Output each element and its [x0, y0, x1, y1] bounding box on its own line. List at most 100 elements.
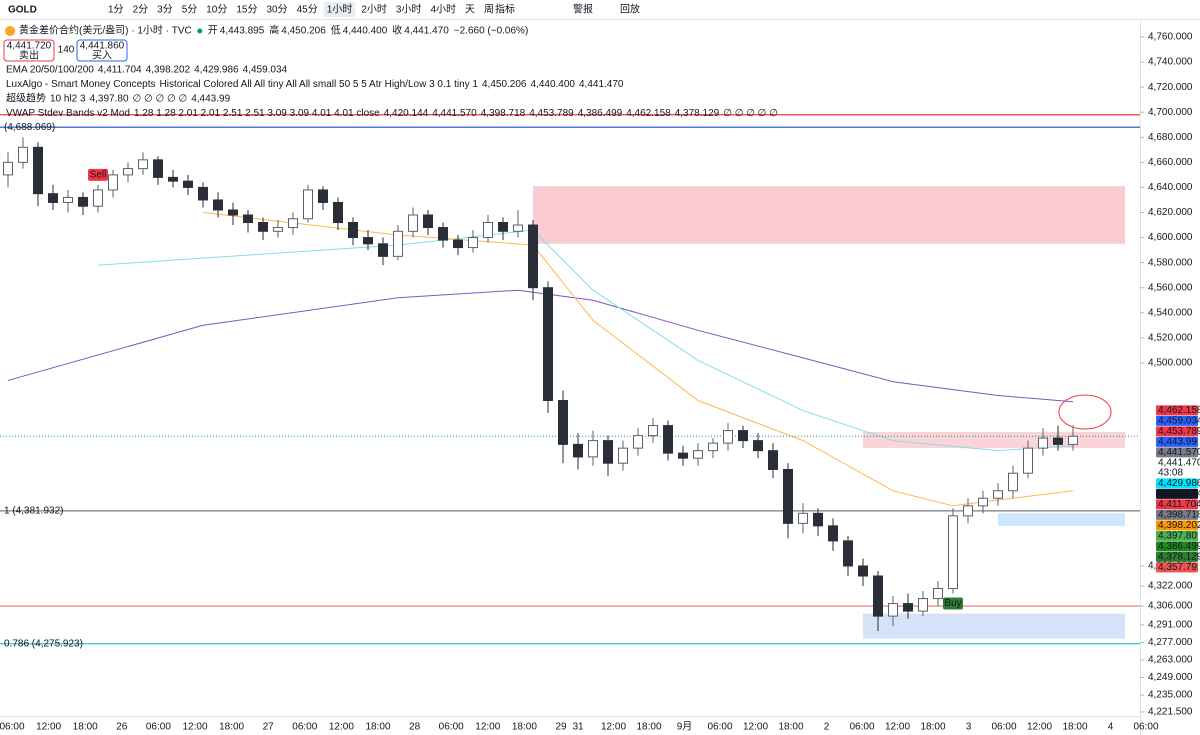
candle-body — [18, 146, 28, 163]
price-label: 4,398.202 — [1158, 520, 1200, 531]
interval-button[interactable]: 3小时 — [396, 4, 422, 16]
indicator-value: ∅ ∅ ∅ ∅ ∅ — [133, 94, 188, 105]
candle-body — [993, 490, 1003, 499]
y-tick-label: 4,640.000 — [1148, 182, 1193, 193]
candle-body — [738, 430, 748, 442]
candle-body — [633, 435, 643, 449]
y-tick-label: 4,620.000 — [1148, 207, 1193, 218]
interval-button[interactable]: 5分 — [182, 4, 198, 16]
x-tick-label: 12:00 — [743, 722, 768, 733]
toolbar-button[interactable]: 警报 — [573, 3, 593, 16]
y-tick-label: 4,235.000 — [1148, 690, 1193, 701]
price-label-bg — [1156, 541, 1198, 552]
candle-body — [513, 224, 523, 232]
candle-body — [498, 222, 508, 232]
interval-button[interactable]: 2分 — [133, 4, 149, 16]
price-label-bg — [1156, 488, 1198, 499]
symbol[interactable]: GOLD — [8, 5, 37, 16]
candle-body — [333, 201, 343, 224]
ohlc-value: 4,450.206 — [281, 26, 326, 37]
interval-button[interactable]: 30分 — [267, 4, 288, 16]
y-tick-label: 4,720.000 — [1148, 82, 1193, 93]
interval-button[interactable]: 周 — [484, 4, 494, 16]
interval-button[interactable]: 1分 — [108, 4, 124, 16]
candle-body — [1053, 437, 1063, 445]
candle-body — [918, 598, 928, 612]
candle-body — [198, 186, 208, 201]
y-tick-label: 4,700.000 — [1148, 107, 1193, 118]
sell-label: 卖出 — [19, 49, 39, 62]
candle-body — [303, 189, 313, 220]
interval-button[interactable]: 45分 — [297, 4, 318, 16]
interval-button[interactable]: 1小时 — [327, 4, 353, 16]
y-tick-label: 4,500.000 — [1148, 358, 1193, 369]
candle-body — [228, 209, 238, 216]
indicator-name: LuxAlgo - Smart Money Concepts — [6, 79, 156, 90]
interval-button[interactable]: 10分 — [206, 4, 227, 16]
indicator-name: EMA 20/50/100/200 — [6, 65, 94, 76]
x-tick-label: 06:00 — [0, 722, 25, 733]
ohlc-value: 4,440.400 — [343, 26, 388, 37]
y-tick-label: 4,600.000 — [1148, 232, 1193, 243]
x-tick-label: 9月 — [677, 721, 693, 733]
indicator-value: 4,398.718 — [481, 108, 526, 119]
indicator-value: 4,398.202 — [146, 65, 191, 76]
indicator-name: 超级趋势 — [6, 92, 46, 105]
zone — [863, 431, 1125, 449]
zone — [998, 513, 1125, 526]
interval-button[interactable]: 天 — [465, 5, 475, 16]
y-tick-label: 4,263.000 — [1148, 655, 1193, 666]
interval-button[interactable]: 3分 — [157, 4, 173, 16]
candle-body — [558, 400, 568, 445]
x-tick-label: 28 — [409, 722, 421, 733]
candle-body — [708, 442, 718, 452]
candle-body — [273, 227, 283, 232]
countdown: 43:08 — [1158, 467, 1183, 478]
candle-body — [243, 214, 253, 224]
ohlc-key: 收 — [392, 24, 402, 37]
candle-body — [843, 540, 853, 567]
candle-body — [3, 161, 13, 176]
x-tick-label: 31 — [572, 722, 584, 733]
candle-body — [108, 174, 118, 191]
interval-button[interactable]: 15分 — [236, 4, 257, 16]
toolbar-button[interactable]: 回放 — [620, 3, 640, 16]
ohlc-key: 高 — [269, 24, 279, 37]
candle-body — [258, 222, 268, 232]
candle-body — [168, 176, 178, 182]
x-tick-label: 06:00 — [439, 722, 464, 733]
price-label-bg — [1156, 405, 1198, 416]
candle-body — [963, 505, 973, 517]
indicator-value: 4,450.206 — [482, 79, 527, 90]
x-tick-label: 06:00 — [849, 722, 874, 733]
buy-box[interactable] — [76, 39, 128, 62]
x-tick-label: 18:00 — [920, 722, 945, 733]
candle-body — [468, 237, 478, 249]
signal-box — [88, 168, 108, 181]
x-tick-label: 26 — [116, 722, 128, 733]
y-tick-label: 4,540.000 — [1148, 307, 1193, 318]
x-tick-label: 06:00 — [1133, 722, 1158, 733]
toolbar-button[interactable]: 指标 — [495, 3, 515, 16]
interval-button[interactable]: 4小时 — [430, 4, 456, 16]
y-tick-label: 4,760.000 — [1148, 32, 1193, 43]
sell-box[interactable] — [3, 39, 55, 62]
y-tick-label: 4,740.000 — [1148, 57, 1193, 68]
price-label-bg — [1156, 447, 1198, 458]
candle-body — [153, 159, 163, 178]
price-label-bg — [1156, 436, 1198, 447]
signal-box — [943, 597, 963, 610]
x-tick-label: 18:00 — [365, 722, 390, 733]
y-tick-label: 4,306.000 — [1148, 601, 1193, 612]
indicator-value: 4,459.034 — [243, 65, 288, 76]
price-label-bg — [1156, 562, 1198, 573]
candle-body — [393, 230, 403, 257]
price-label-bg — [1156, 499, 1198, 510]
candle-body — [438, 227, 448, 241]
x-tick-label: 12:00 — [885, 722, 910, 733]
level-label: 1 (4,381.932) — [4, 506, 64, 517]
interval-button[interactable]: 2小时 — [361, 4, 387, 16]
candle-body — [123, 168, 133, 176]
indicator-value: 4,441.470 — [579, 79, 624, 90]
